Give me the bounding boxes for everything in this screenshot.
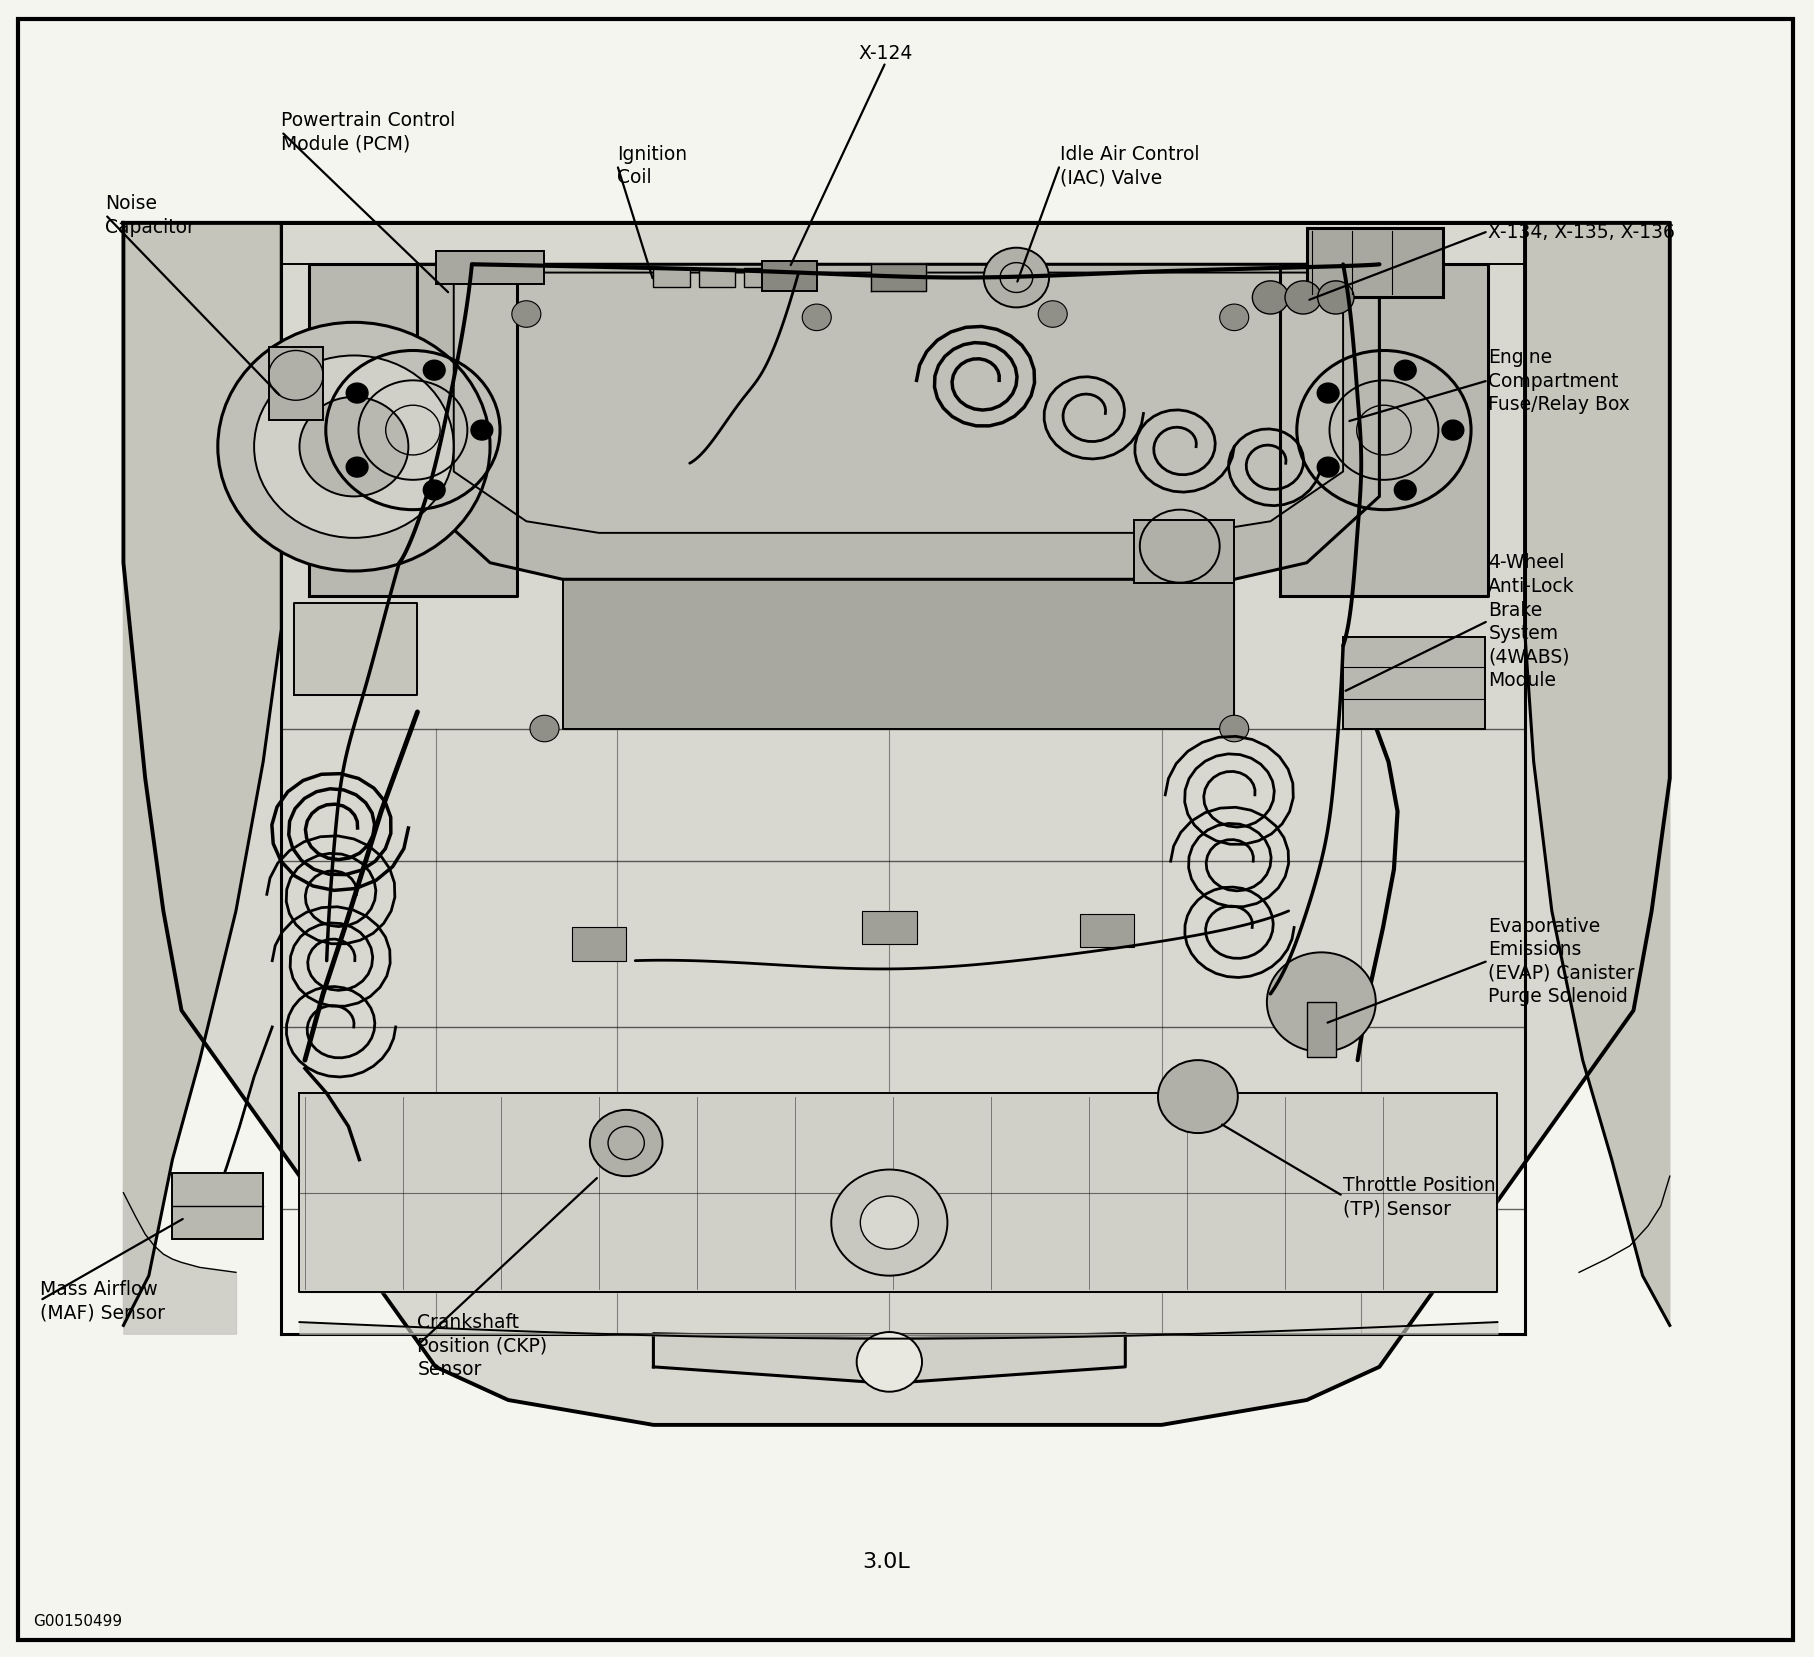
Circle shape <box>423 361 444 381</box>
Text: Powertrain Control
Module (PCM): Powertrain Control Module (PCM) <box>281 111 455 154</box>
Bar <box>435 252 544 285</box>
Bar <box>1306 229 1442 298</box>
Polygon shape <box>308 265 517 597</box>
Circle shape <box>1393 361 1415 381</box>
Circle shape <box>1219 716 1248 742</box>
Polygon shape <box>653 1334 1125 1384</box>
Polygon shape <box>454 273 1342 534</box>
Text: Crankshaft
Position (CKP)
Sensor: Crankshaft Position (CKP) Sensor <box>417 1312 548 1379</box>
Circle shape <box>1317 457 1339 477</box>
Circle shape <box>1317 282 1353 315</box>
Polygon shape <box>1279 265 1487 597</box>
Circle shape <box>218 323 490 572</box>
Polygon shape <box>871 265 925 292</box>
Circle shape <box>1157 1060 1237 1133</box>
Polygon shape <box>123 224 281 1326</box>
Circle shape <box>1252 282 1288 315</box>
Circle shape <box>530 716 559 742</box>
Circle shape <box>346 457 368 477</box>
Circle shape <box>1038 302 1067 328</box>
Polygon shape <box>417 265 1379 580</box>
Bar <box>698 268 735 288</box>
Circle shape <box>1266 953 1375 1052</box>
Circle shape <box>860 1196 918 1249</box>
Circle shape <box>831 1170 947 1276</box>
Circle shape <box>470 421 492 441</box>
Polygon shape <box>123 224 1669 1425</box>
Circle shape <box>254 356 454 539</box>
Text: 3.0L: 3.0L <box>862 1551 909 1571</box>
Circle shape <box>983 249 1048 308</box>
Circle shape <box>346 384 368 404</box>
Bar <box>571 928 626 961</box>
Circle shape <box>1393 481 1415 500</box>
Text: Idle Air Control
(IAC) Valve: Idle Air Control (IAC) Valve <box>1059 144 1199 187</box>
Circle shape <box>590 1110 662 1176</box>
Polygon shape <box>294 603 417 696</box>
Circle shape <box>1219 305 1248 331</box>
Polygon shape <box>1524 224 1669 1326</box>
Text: G00150499: G00150499 <box>33 1612 122 1629</box>
Text: Noise
Capacitor: Noise Capacitor <box>105 194 196 237</box>
Bar <box>172 1173 263 1239</box>
Text: Mass Airflow
(MAF) Sensor: Mass Airflow (MAF) Sensor <box>40 1279 165 1322</box>
Text: Evaporative
Emissions
(EVAP) Canister
Purge Solenoid: Evaporative Emissions (EVAP) Canister Pu… <box>1487 916 1634 1006</box>
Polygon shape <box>562 580 1234 729</box>
Text: 4-Wheel
Anti-Lock
Brake
System
(4WABS)
Module: 4-Wheel Anti-Lock Brake System (4WABS) M… <box>1487 553 1575 689</box>
Circle shape <box>1284 282 1321 315</box>
Text: X-124: X-124 <box>858 45 912 63</box>
Text: Ignition
Coil: Ignition Coil <box>617 144 688 187</box>
Circle shape <box>802 305 831 331</box>
Bar <box>744 268 780 288</box>
Text: Throttle Position
(TP) Sensor: Throttle Position (TP) Sensor <box>1342 1175 1495 1218</box>
Text: X-134, X-135, X-136: X-134, X-135, X-136 <box>1487 222 1674 242</box>
Bar <box>762 262 816 292</box>
Bar <box>1342 638 1484 729</box>
Bar <box>653 268 689 288</box>
Polygon shape <box>299 1094 1497 1292</box>
Circle shape <box>1440 421 1462 441</box>
Text: Engine
Compartment
Fuse/Relay Box: Engine Compartment Fuse/Relay Box <box>1487 348 1629 414</box>
Circle shape <box>856 1332 922 1392</box>
Bar <box>862 911 916 944</box>
Bar <box>1079 915 1134 948</box>
Bar <box>1134 520 1234 583</box>
Circle shape <box>299 398 408 497</box>
Circle shape <box>1317 384 1339 404</box>
Circle shape <box>423 481 444 500</box>
Bar <box>268 348 323 421</box>
Circle shape <box>512 302 541 328</box>
Bar <box>1306 1002 1335 1057</box>
